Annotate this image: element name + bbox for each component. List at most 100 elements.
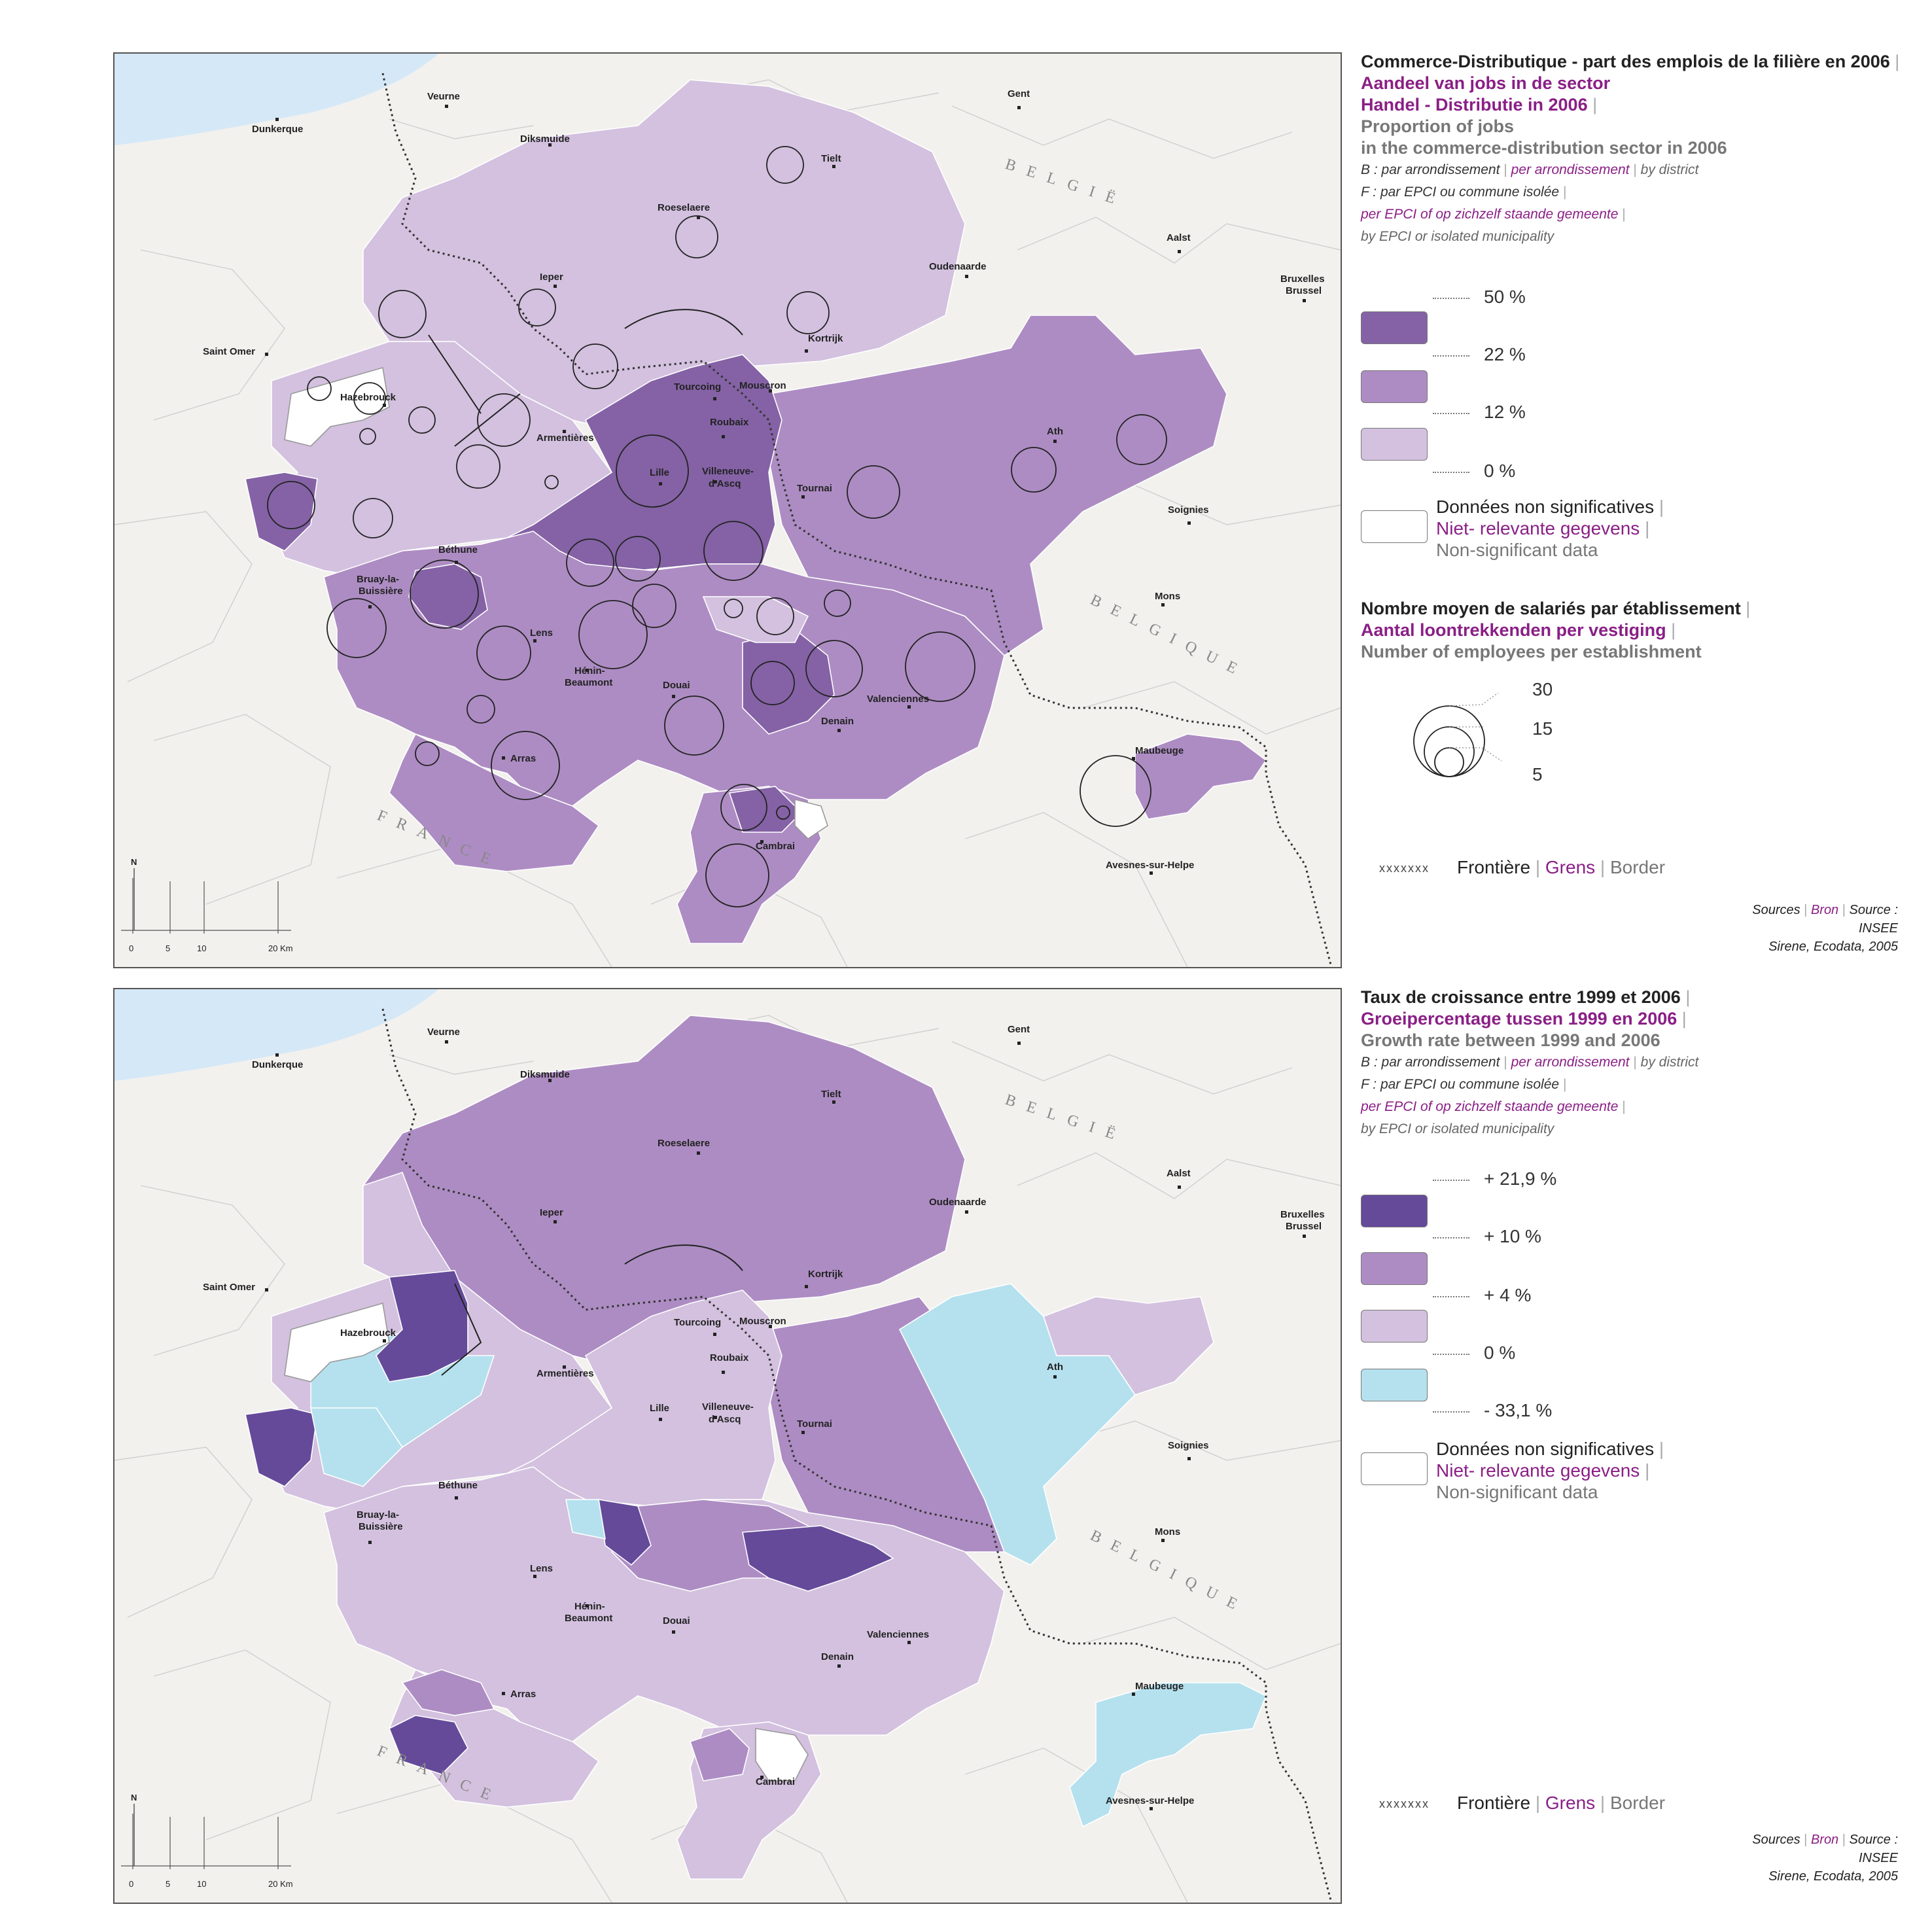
north-label: N xyxy=(131,1793,137,1802)
region-bethune xyxy=(408,563,488,630)
city-label: Douai xyxy=(663,680,690,691)
circle-douai-3 xyxy=(756,597,794,635)
circle-arras-2 xyxy=(415,741,440,766)
circle-douai-2 xyxy=(724,599,743,618)
circle-flandre-1 xyxy=(456,444,501,489)
legend-swatch-nonsig xyxy=(1361,1452,1428,1485)
city-label: Kortrijk xyxy=(808,1269,843,1280)
city-label: Bruxelles xyxy=(1280,1209,1325,1220)
city-label: Avesnes-sur-Helpe xyxy=(1106,1795,1194,1806)
map-panel-share: Dunkerque Veurne Diksmuide Gent Tielt Ro… xyxy=(113,52,1899,968)
legend-subtitle-b: B : par arrondissement | per arrondissem… xyxy=(1361,162,1699,177)
legend-title-nl: Groeipercentage tussen 1999 en 2006 | xyxy=(1361,1009,1687,1028)
city-label: Tournai xyxy=(797,1418,832,1430)
circle-lille-s1 xyxy=(566,538,614,587)
city-label: Mons xyxy=(1155,591,1180,602)
city-label: Denain xyxy=(821,1651,854,1662)
legend-swatch-negative xyxy=(1361,1369,1428,1401)
city-label: Hazebrouck xyxy=(340,1327,396,1339)
circle-ath xyxy=(1011,447,1057,493)
city-label: Roeselaere xyxy=(658,1138,710,1149)
region-cambrai-dark xyxy=(728,786,803,833)
flow-arrows xyxy=(441,1244,743,1376)
country-label-belgie: BELGIË xyxy=(1003,156,1129,211)
legend-break: 0 % xyxy=(1433,1343,1515,1363)
city-label: d'Ascq xyxy=(709,478,741,489)
city-label: Béthune xyxy=(438,544,478,555)
choropleth-share xyxy=(245,79,1267,944)
city-label: d'Ascq xyxy=(709,1414,741,1425)
legend-border: xxxxxxx Frontière | Grens | Border xyxy=(1379,1793,1666,1813)
circle-cambrai xyxy=(705,843,769,907)
city-label: Aalst xyxy=(1167,232,1191,243)
city-label: Soignies xyxy=(1168,504,1209,516)
sources-growth: Sources | Bron | Source : INSEE Sirene, … xyxy=(1752,1833,1898,1884)
legend-growth: Taux de croissance entre 1999 et 2006 | … xyxy=(1361,987,1923,1813)
city-label: Bruay-la- xyxy=(357,1509,399,1520)
city-label: Ieper xyxy=(540,1207,563,1218)
legend-circle-value: 15 xyxy=(1532,718,1553,739)
region-douai-light xyxy=(702,596,809,643)
legend-break: + 21,9 % xyxy=(1433,1168,1556,1189)
city-markers: Dunkerque Veurne Diksmuide Gent Tielt Ro… xyxy=(203,88,1325,875)
scale-tick: 20 Km xyxy=(268,1879,293,1889)
region-cambrai-mid xyxy=(689,1728,750,1782)
city-label: Bruxelles xyxy=(1280,273,1325,285)
proportional-circles xyxy=(267,146,1167,907)
city-label: Armentières xyxy=(536,432,594,444)
scale-tick: 0 xyxy=(129,943,133,953)
city-label: Gent xyxy=(1008,1024,1030,1035)
city-label: Beaumont xyxy=(565,1613,612,1624)
city-label: Denain xyxy=(821,716,854,727)
north-label: N xyxy=(131,857,137,867)
legend-title-nl-2: Handel - Distributie in 2006 | xyxy=(1361,95,1598,114)
country-label-belgie: BELGIË xyxy=(1003,1091,1129,1146)
city-label: Gent xyxy=(1008,88,1030,99)
city-label: Lens xyxy=(530,627,553,639)
circle-tourcoing xyxy=(572,343,618,389)
city-label: Lille xyxy=(650,467,669,478)
city-label: Valenciennes xyxy=(867,694,929,705)
city-label: Buissière xyxy=(359,1521,403,1532)
region-white-hazebrouck xyxy=(284,1302,390,1382)
flow-arrows xyxy=(428,309,743,447)
city-label: Tournai xyxy=(797,483,832,494)
north-sea xyxy=(114,989,438,1081)
circle-ieper xyxy=(518,289,556,326)
circle-lille-s3 xyxy=(703,521,764,581)
city-label: Mouscron xyxy=(739,1316,786,1327)
legend-swatch-high xyxy=(1361,311,1428,344)
circle-tielt xyxy=(766,146,804,184)
city-label: Buissière xyxy=(359,586,403,597)
region-arras xyxy=(389,733,600,872)
region-cambrai-white xyxy=(794,798,828,840)
city-label: Armentières xyxy=(536,1368,594,1379)
city-label: Saint Omer xyxy=(203,1282,255,1293)
circle-douai-s xyxy=(664,695,724,756)
region-maubeuge xyxy=(1069,1682,1267,1828)
city-label: Mons xyxy=(1155,1526,1180,1537)
country-label-belgique: BELGIQUE xyxy=(1087,1527,1250,1618)
scale-tick: 10 xyxy=(197,943,206,953)
legend-title-en-1: Proportion of jobs xyxy=(1361,116,1514,136)
legend-circle-value: 30 xyxy=(1532,679,1553,699)
circle-arras-1 xyxy=(466,695,495,724)
circle-cambrai-1 xyxy=(720,784,767,831)
circle-flandre-2 xyxy=(544,475,559,489)
city-label: Mouscron xyxy=(739,380,786,391)
circle-bruay xyxy=(326,598,387,658)
legend-title-nl-1: Aandeel van jobs in de sector xyxy=(1361,73,1611,93)
city-label: Béthune xyxy=(438,1480,478,1491)
legend-swatch-dark xyxy=(1361,1195,1428,1227)
city-label: Diksmuide xyxy=(520,1069,570,1080)
legend-swatch-mid xyxy=(1361,1252,1428,1285)
scale-tick: 20 Km xyxy=(268,943,293,953)
city-label: Avesnes-sur-Helpe xyxy=(1106,860,1194,871)
city-label: Dunkerque xyxy=(252,124,303,135)
legend-subtitle-b: B : par arrondissement | per arrondissem… xyxy=(1361,1055,1699,1070)
legend-subtitle-f: F : par EPCI ou commune isolée | xyxy=(1361,184,1567,200)
city-label: Aalst xyxy=(1167,1168,1191,1179)
legend-circles xyxy=(1413,692,1502,777)
city-label: Lens xyxy=(530,1563,553,1574)
region-arras-mid xyxy=(401,1669,495,1716)
